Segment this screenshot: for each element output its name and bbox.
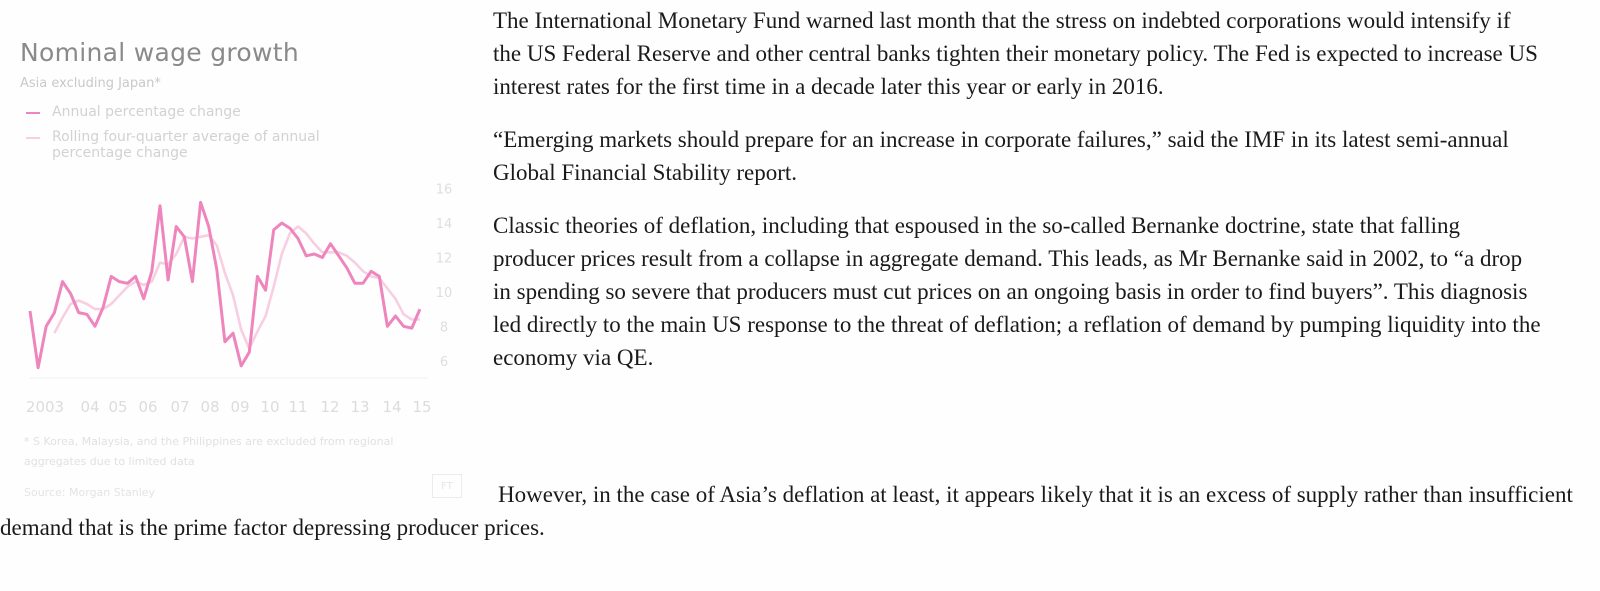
chart-title: Nominal wage growth	[20, 38, 300, 67]
legend-item-annual: Annual percentage change	[26, 104, 322, 120]
legend-swatch-rolling	[26, 137, 40, 139]
article-paragraph-4: However, in the case of Asia’s deflation…	[0, 478, 1600, 544]
article-paragraph-4-text: However, in the case of Asia’s deflation…	[0, 482, 1573, 540]
x-tick-label: 11	[288, 398, 307, 416]
chart-plot: 6 8 10 12 14 16 2003 04 05 06 07 08 09 10 11 12 13 14 15	[26, 183, 453, 416]
article-paragraph-1: The International Monetary Fund warned l…	[493, 8, 1538, 99]
series-line-annual	[28, 200, 422, 370]
x-tick-label: 13	[350, 398, 369, 416]
x-tick-label: 12	[320, 398, 339, 416]
legend-swatch-annual	[26, 112, 40, 114]
article-body: The International Monetary Fund warned l…	[493, 4, 1543, 394]
y-tick-label: 10	[436, 286, 453, 301]
series-line-rolling	[53, 225, 420, 350]
y-tick-label: 14	[436, 217, 453, 232]
article-paragraph-3: Classic theories of deflation, including…	[493, 213, 1541, 370]
y-tick-label: 6	[440, 355, 448, 370]
legend-label-rolling: Rolling four-quarter average of annual p…	[52, 129, 320, 161]
chart-source: Source: Morgan Stanley	[24, 486, 156, 499]
y-tick-label: 16	[436, 183, 453, 198]
x-tick-label: 07	[170, 398, 189, 416]
chart-legend: Annual percentage change Rolling four-qu…	[26, 104, 322, 170]
chart-subtitle: Asia excluding Japan*	[20, 76, 161, 91]
chart-footnote: * S Korea, Malaysia, and the Philippines…	[24, 435, 394, 468]
legend-label-annual: Annual percentage change	[52, 104, 241, 120]
x-tick-label: 09	[230, 398, 249, 416]
x-tick-label: 04	[80, 398, 99, 416]
y-tick-label: 12	[436, 251, 453, 266]
y-tick-label: 8	[440, 320, 448, 335]
x-tick-label: 14	[382, 398, 401, 416]
x-tick-label: 08	[200, 398, 219, 416]
legend-item-rolling: Rolling four-quarter average of annual p…	[26, 129, 322, 161]
x-tick-label: 10	[260, 398, 279, 416]
ft-logo: FT	[432, 474, 462, 498]
x-tick-label: 06	[138, 398, 157, 416]
x-tick-label: 2003	[26, 398, 64, 416]
x-tick-label: 15	[412, 398, 431, 416]
article-paragraph-2: “Emerging markets should prepare for an …	[493, 127, 1509, 185]
x-tick-label: 05	[108, 398, 127, 416]
wage-growth-chart: Nominal wage growth Asia excluding Japan…	[0, 0, 490, 520]
